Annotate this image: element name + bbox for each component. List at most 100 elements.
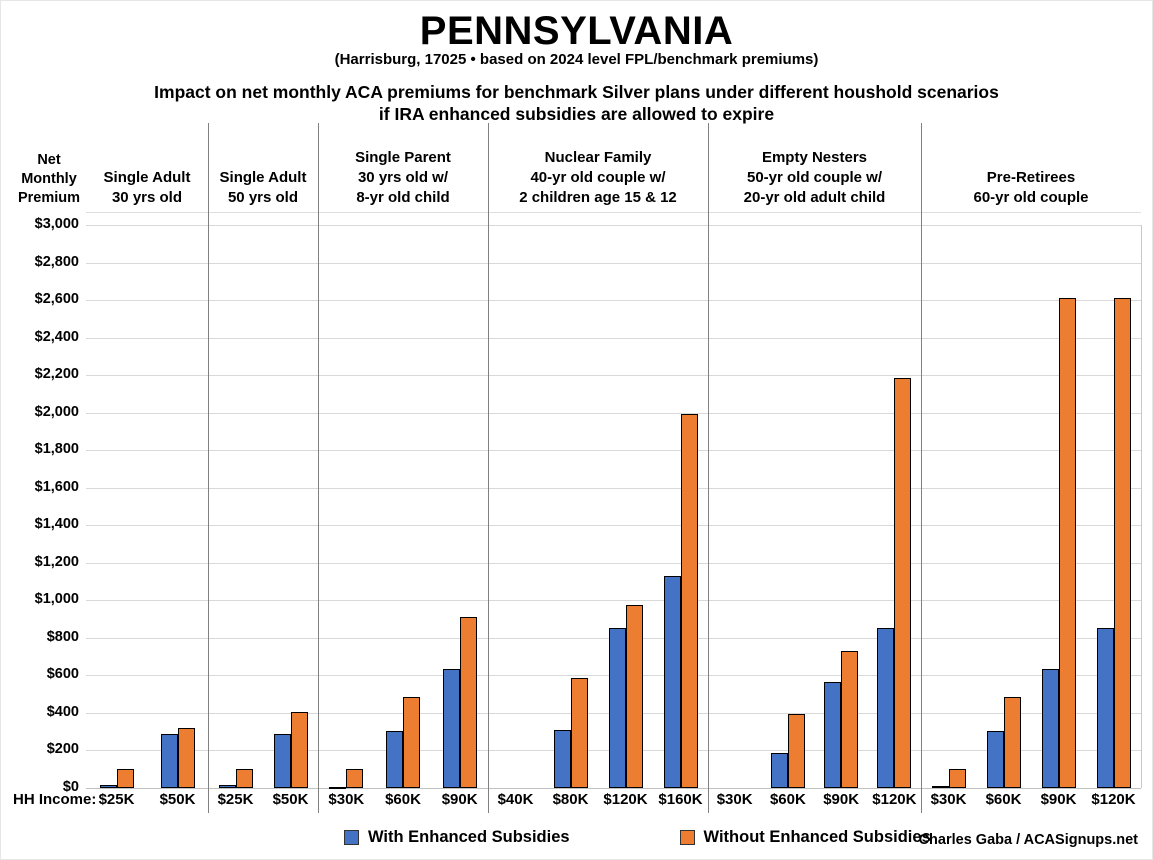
y-gridline: [86, 600, 1141, 602]
legend-item-without-enhanced: Without Enhanced Subsidies: [679, 828, 931, 847]
legend-item-with-enhanced: With Enhanced Subsidies: [344, 828, 570, 847]
y-gridline: [86, 788, 1141, 789]
plot-right-border: [1141, 225, 1142, 788]
y-gridline: [86, 225, 1141, 226]
income-label: $25K: [98, 791, 135, 808]
income-label: $80K: [552, 791, 589, 808]
y-gridline: [86, 337, 1141, 339]
y-tick-label: $2,600: [34, 291, 79, 308]
group-header: Pre-Retirees 60-yr old couple: [973, 169, 1089, 206]
hh-income-label: HH Income:: [13, 791, 97, 808]
group-header: Single Adult 30 yrs old: [103, 169, 191, 206]
income-label: $60K: [769, 791, 806, 808]
bar-with-enhanced-subsidies: [1041, 668, 1059, 788]
bar-with-enhanced-subsidies: [931, 786, 949, 789]
bar-with-enhanced-subsidies: [273, 733, 291, 788]
chart-heading-line1: Impact on net monthly ACA premiums for b…: [154, 82, 999, 102]
y-axis-title: Net Monthly Premium: [17, 152, 81, 206]
group-header: Nuclear Family 40-yr old couple w/ 2 chi…: [519, 149, 677, 206]
bar-with-enhanced-subsidies: [218, 785, 236, 788]
y-tick-label: $600: [46, 666, 79, 683]
y-tick-label: $2,200: [34, 366, 79, 383]
bar-with-enhanced-subsidies: [877, 628, 895, 788]
income-label: $120K: [872, 791, 917, 808]
bar-without-enhanced-subsidies: [570, 678, 588, 788]
group-header: Single Parent 30 yrs old w/ 8-yr old chi…: [355, 149, 451, 206]
income-label: $30K: [328, 791, 365, 808]
bar-without-enhanced-subsidies: [1113, 298, 1131, 788]
bar-without-enhanced-subsidies: [1058, 298, 1076, 788]
bar-without-enhanced-subsidies: [346, 769, 364, 788]
group-divider: [318, 123, 319, 813]
page-title: PENNSYLVANIA: [419, 9, 734, 53]
bar-without-enhanced-subsidies: [680, 413, 698, 788]
bar-without-enhanced-subsidies: [894, 377, 912, 788]
bar-with-enhanced-subsidies: [442, 668, 460, 788]
header-underline: [86, 212, 1141, 213]
bar-with-enhanced-subsidies: [99, 785, 117, 788]
y-tick-label: $2,000: [34, 403, 79, 420]
y-gridline: [86, 300, 1141, 302]
bar-with-enhanced-subsidies: [824, 681, 842, 788]
y-tick-label: $1,200: [34, 553, 79, 570]
income-label: $50K: [272, 791, 309, 808]
y-tick-label: $200: [46, 741, 79, 758]
legend-label: Without Enhanced Subsidies: [703, 828, 931, 846]
y-gridline: [86, 412, 1141, 414]
bar-with-enhanced-subsidies: [553, 729, 571, 788]
y-tick-label: $1,600: [34, 478, 79, 495]
y-tick-label: $1,400: [34, 516, 79, 533]
y-tick-label: $3,000: [34, 216, 79, 232]
income-label: $30K: [716, 791, 753, 808]
group-divider: [208, 123, 209, 813]
bar-without-enhanced-subsidies: [841, 651, 859, 788]
bar-with-enhanced-subsidies: [986, 730, 1004, 788]
income-label: $30K: [930, 791, 967, 808]
bar-with-enhanced-subsidies: [160, 733, 178, 788]
bar-without-enhanced-subsidies: [116, 769, 134, 788]
credit-attribution: Charles Gaba / ACASignups.net: [918, 832, 1138, 848]
income-label: $160K: [658, 791, 703, 808]
bar-without-enhanced-subsidies: [1003, 696, 1021, 788]
income-label: $90K: [441, 791, 478, 808]
y-tick-label: $800: [46, 628, 79, 645]
y-gridline: [86, 487, 1141, 489]
income-label: $120K: [603, 791, 648, 808]
y-gridline: [86, 450, 1141, 452]
chart-heading-line2: if IRA enhanced subsidies are allowed to…: [378, 104, 775, 124]
y-tick-label: $0: [62, 779, 79, 795]
y-gridline: [86, 375, 1141, 377]
group-divider: [708, 123, 709, 813]
income-label: $90K: [823, 791, 860, 808]
bar-without-enhanced-subsidies: [290, 711, 308, 788]
bar-without-enhanced-subsidies: [459, 617, 477, 788]
legend-label: With Enhanced Subsidies: [368, 828, 570, 846]
bar-with-enhanced-subsidies: [1096, 628, 1114, 788]
chart-subtitle: (Harrisburg, 17025 • based on 2024 level…: [334, 51, 819, 68]
group-divider: [488, 123, 489, 813]
y-tick-label: $400: [46, 703, 79, 720]
y-gridline: [86, 562, 1141, 564]
bar-without-enhanced-subsidies: [403, 696, 420, 788]
income-label: $120K: [1091, 791, 1136, 808]
bar-with-enhanced-subsidies: [386, 730, 403, 788]
group-header: Empty Nesters 50-yr old couple w/ 20-yr …: [743, 149, 886, 206]
group-divider: [921, 123, 922, 813]
y-gridline: [86, 262, 1141, 264]
bar-without-enhanced-subsidies: [948, 769, 966, 788]
income-label: $60K: [985, 791, 1022, 808]
bar-with-enhanced-subsidies: [770, 753, 788, 788]
y-tick-label: $2,400: [34, 328, 79, 345]
bar-with-enhanced-subsidies: [329, 787, 347, 789]
income-label: $25K: [217, 791, 254, 808]
y-tick-label: $1,000: [34, 591, 79, 608]
y-gridline: [86, 525, 1141, 527]
y-tick-label: $1,800: [34, 441, 79, 458]
income-label: $40K: [497, 791, 534, 808]
group-header: Single Adult 50 yrs old: [219, 169, 307, 206]
income-label: $60K: [385, 791, 421, 808]
bar-with-enhanced-subsidies: [608, 628, 626, 788]
bar-without-enhanced-subsidies: [235, 769, 253, 788]
bar-without-enhanced-subsidies: [625, 605, 643, 788]
